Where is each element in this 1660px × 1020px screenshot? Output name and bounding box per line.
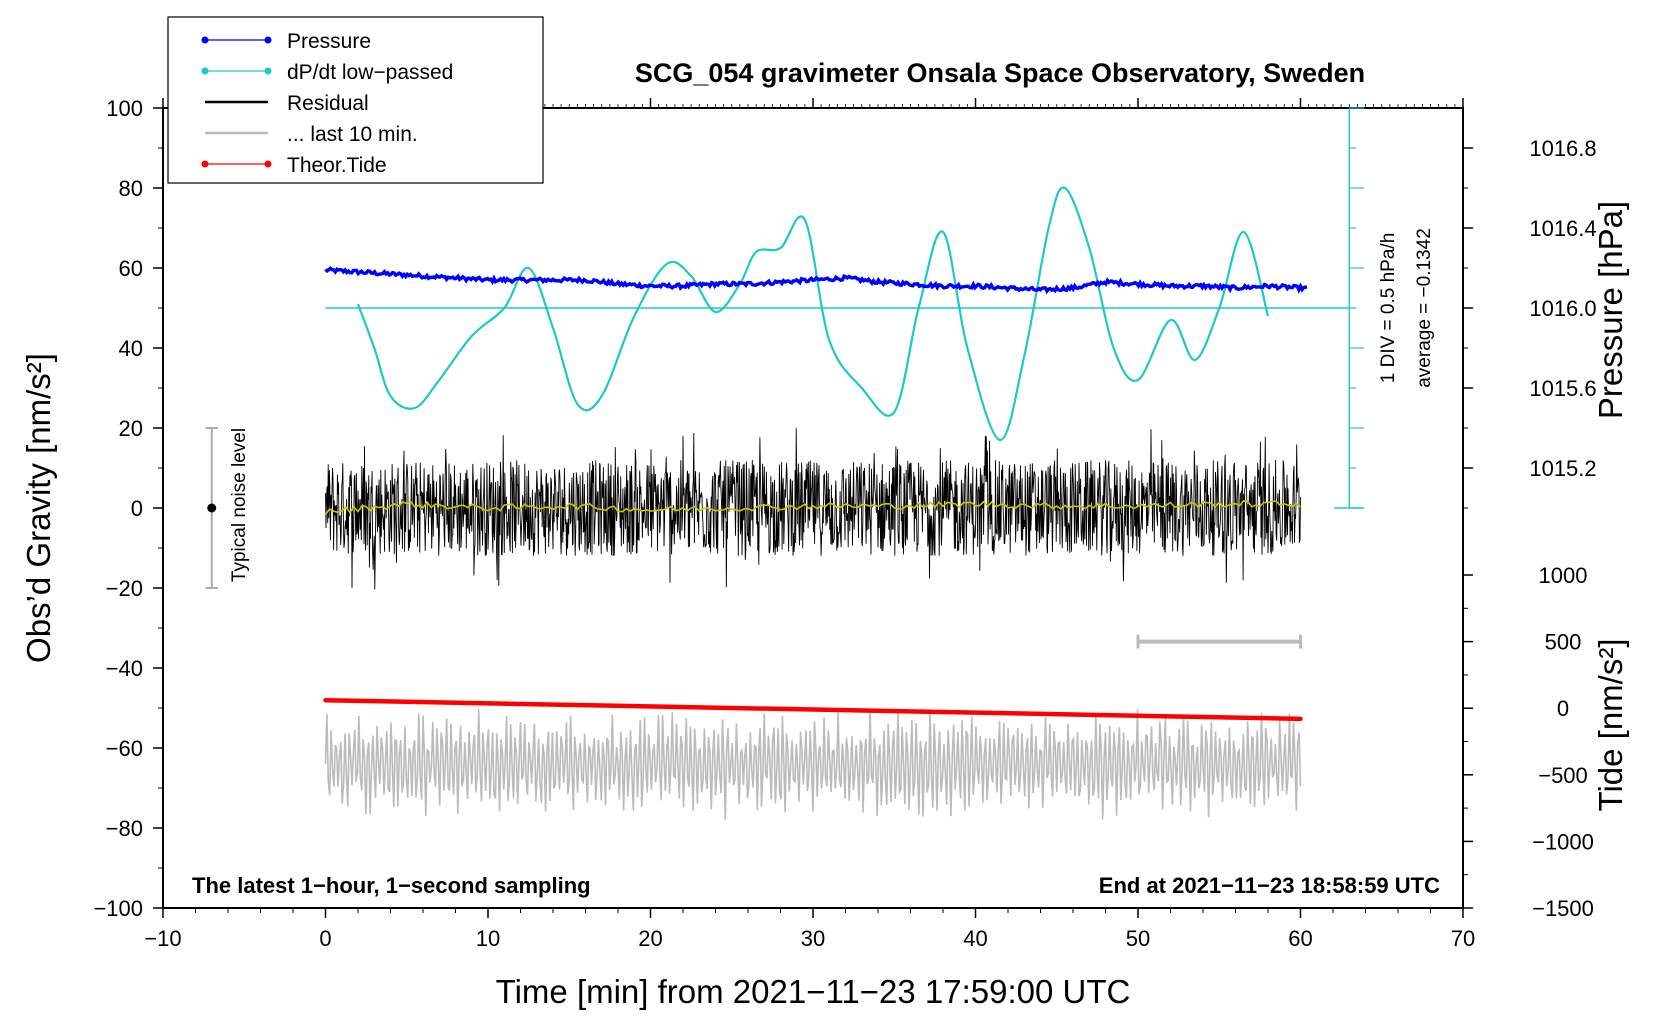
y-axis-pressure: 1015.2 1015.6 1016.0 1016.4 1016.8: [1463, 136, 1597, 509]
sampling-note: The latest 1−hour, 1−second sampling: [192, 873, 591, 898]
y-tick-label: 40: [119, 336, 143, 361]
y-tick-label: −60: [106, 736, 143, 761]
y-tick-label: −20: [106, 576, 143, 601]
pressure-tick-label: 1015.6: [1529, 376, 1596, 401]
x-tick-label: 70: [1451, 926, 1475, 951]
series-tide-line: [323, 697, 1303, 722]
x-tick-label: 20: [638, 926, 662, 951]
y-axis-tide: −1500 −1000 −500 0 500 1000: [1463, 563, 1594, 921]
series-residual-smoothed-line: [324, 500, 1302, 515]
x-tick-label: 0: [319, 926, 331, 951]
tide-tick-label: 500: [1545, 630, 1582, 655]
pressure-tick-label: 1016.8: [1529, 136, 1596, 161]
series-last10min-line: [324, 708, 1302, 820]
legend-label: Pressure: [287, 30, 371, 53]
noise-level-label: Typical noise level: [229, 428, 250, 582]
x-tick-label: 60: [1288, 926, 1312, 951]
x-tick-label: 50: [1126, 926, 1150, 951]
legend-marker: [201, 67, 209, 75]
pressure-average-label: average = −0.1342: [1414, 228, 1435, 388]
x-axis-title: Time [min] from 2021−11−23 17:59:00 UTC: [496, 973, 1131, 1010]
tide-tick-label: 0: [1557, 696, 1569, 721]
y-tick-label: −80: [106, 816, 143, 841]
end-time-note: End at 2021−11−23 18:58:59 UTC: [1099, 873, 1440, 898]
noise-bar-center: [207, 503, 217, 513]
y-tick-label: 80: [119, 176, 143, 201]
tide-tick-label: −1500: [1532, 896, 1594, 921]
legend: Pressure dP/dt low−passed Residual ... last…: [167, 16, 544, 184]
x-tick-label: 10: [476, 926, 500, 951]
legend-marker: [201, 36, 209, 44]
y-tick-label: 100: [106, 96, 143, 121]
x-axis: −10 0 10 20 30 40 50 60 70: [144, 98, 1475, 951]
tide-tick-label: −500: [1538, 763, 1588, 788]
series-layer: [323, 107, 1365, 820]
y-axis-pressure-title: Pressure [hPa]: [1592, 201, 1629, 419]
legend-marker: [264, 67, 272, 75]
x-tick-label: −10: [144, 926, 181, 951]
y-tick-label: 0: [131, 496, 143, 521]
legend-marker: [264, 160, 272, 168]
legend-box: [167, 16, 544, 184]
y-tick-label: −100: [93, 896, 143, 921]
y-axis-left: −100 −80 −60 −40 −20 0 20 40 60 80 100: [93, 96, 163, 921]
series-pressure-line: [324, 266, 1308, 295]
y-axis-left-title: Obs’d Gravity [nm/s²]: [20, 353, 57, 663]
legend-marker: [264, 36, 272, 44]
series-residual-line: [325, 428, 1301, 590]
pressure-scale-label: 1 DIV = 0.5 hPa/h: [1378, 233, 1399, 384]
pressure-tick-label: 1015.2: [1529, 456, 1596, 481]
y-tick-label: 20: [119, 416, 143, 441]
legend-label: Theor.Tide: [287, 154, 387, 177]
tide-tick-label: 1000: [1539, 563, 1588, 588]
x-tick-label: 30: [801, 926, 825, 951]
legend-label: dP/dt low−passed: [287, 61, 453, 84]
annotation-layer: [205, 427, 1302, 649]
chart-title: SCG_054 gravimeter Onsala Space Observat…: [635, 58, 1365, 88]
tide-tick-label: −1000: [1532, 829, 1594, 854]
x-tick-label: 40: [963, 926, 987, 951]
y-axis-tide-title: Tide [nm/s²]: [1592, 639, 1629, 812]
y-tick-label: 60: [119, 256, 143, 281]
legend-label: Residual: [287, 92, 369, 115]
legend-marker: [201, 160, 209, 168]
y-tick-label: −40: [106, 656, 143, 681]
series-dpdt-line: [356, 186, 1270, 442]
pressure-tick-label: 1016.4: [1529, 216, 1596, 241]
legend-label: ... last 10 min.: [287, 123, 418, 146]
pressure-tick-label: 1016.0: [1529, 296, 1596, 321]
